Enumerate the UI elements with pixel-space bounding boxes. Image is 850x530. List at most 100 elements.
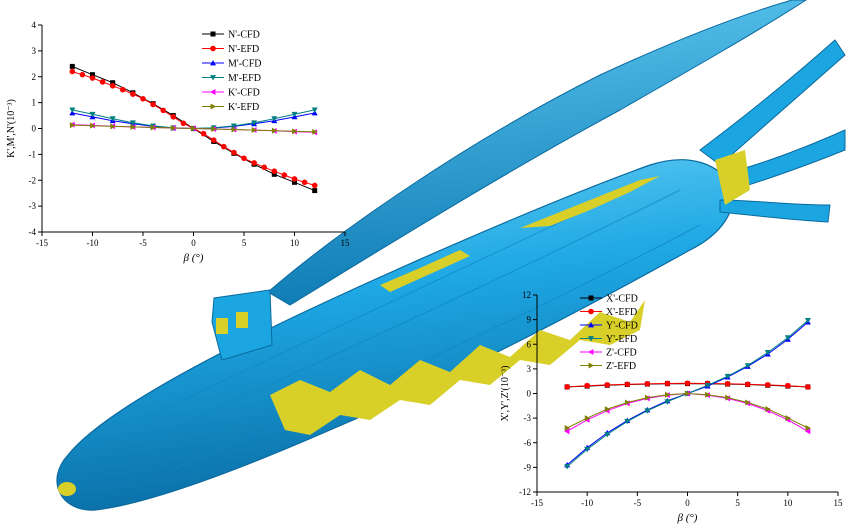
data-point (311, 107, 318, 113)
data-point (604, 382, 611, 388)
data-point (90, 122, 96, 129)
legend-marker (588, 362, 594, 369)
data-point (604, 406, 611, 413)
data-point (704, 382, 711, 389)
legend-marker (588, 295, 594, 301)
data-point (624, 381, 631, 388)
data-point (90, 72, 95, 78)
x-tick-label: 5 (735, 498, 740, 508)
data-point (271, 127, 278, 134)
data-point (292, 179, 297, 185)
x-tick-label: -5 (139, 238, 147, 248)
data-point (624, 419, 631, 425)
legend-label: N'-EFD (228, 44, 259, 55)
data-point (685, 390, 691, 397)
legend-label: X'-CFD (606, 294, 638, 305)
data-point (584, 415, 591, 422)
legend-marker (588, 336, 594, 342)
data-point (684, 380, 691, 387)
data-point (109, 116, 116, 122)
y-tick-label: 12 (522, 290, 531, 300)
data-point (765, 406, 771, 413)
legend-label: Y'-CFD (606, 321, 638, 332)
data-point (564, 384, 570, 390)
legend-label: Y'-EFD (606, 334, 637, 345)
legend-label: K'-EFD (228, 102, 259, 113)
data-point (564, 428, 570, 435)
data-point (99, 79, 106, 85)
legend-label: K'-CFD (228, 88, 260, 99)
data-point (150, 124, 157, 131)
legend-label: X'-EFD (606, 307, 637, 318)
data-point (231, 126, 237, 133)
data-point (744, 381, 751, 388)
data-point (724, 381, 731, 387)
data-point (281, 172, 288, 178)
legend-marker (210, 45, 216, 52)
x-tick-label: 10 (783, 498, 793, 508)
data-point (624, 399, 631, 406)
data-point (211, 126, 217, 133)
data-point (785, 382, 791, 389)
data-point (564, 424, 571, 431)
data-point (604, 432, 611, 438)
data-point (644, 381, 651, 387)
data-point (79, 71, 86, 78)
legend-marker (210, 89, 216, 95)
data-point (210, 137, 217, 143)
data-point (644, 408, 651, 414)
legend-label: Z'-EFD (606, 361, 636, 372)
data-point (170, 114, 177, 120)
data-point (291, 111, 298, 118)
legend-marker (210, 103, 216, 110)
y-axis-label: K',M',N'(10⁻³) (6, 99, 17, 158)
x-tick-label: 15 (341, 238, 351, 248)
data-point (644, 394, 651, 401)
data-point (130, 91, 136, 97)
y-tick-label: -1 (29, 149, 37, 159)
legend-marker (210, 75, 216, 81)
data-point (109, 83, 116, 89)
data-point (301, 179, 308, 186)
data-point (805, 384, 811, 390)
data-point (120, 86, 126, 93)
data-point (130, 123, 136, 130)
series-line (566, 392, 809, 432)
iso-surface-patches (58, 176, 660, 496)
data-point (312, 128, 318, 135)
y-tick-label: 6 (527, 339, 532, 349)
x-tick-label: -5 (634, 498, 642, 508)
x-tick-label: 0 (191, 238, 196, 248)
data-point (312, 188, 318, 194)
data-point (705, 391, 711, 398)
data-point (160, 107, 166, 114)
data-point (230, 123, 237, 129)
data-point (69, 68, 76, 75)
data-point (251, 120, 258, 126)
y-tick-label: -9 (524, 462, 532, 472)
legend-label: N'-CFD (228, 30, 260, 41)
x-tick-label: -15 (36, 238, 48, 248)
legend-marker (588, 308, 594, 315)
data-point (89, 111, 96, 118)
y-axis-label: X',Y',Z'(10⁻³) (500, 366, 511, 422)
data-point (724, 373, 731, 380)
y-tick-label: 4 (32, 20, 37, 30)
x-tick-label: 10 (290, 238, 300, 248)
data-point (804, 318, 811, 324)
data-point (221, 143, 227, 150)
vortex-tube (267, 0, 807, 306)
data-point (69, 122, 76, 129)
data-point (271, 171, 277, 177)
x-tick-label: 5 (242, 238, 247, 248)
data-point (129, 120, 136, 126)
legend-label: M'-EFD (228, 73, 261, 84)
x-tick-label: -10 (87, 238, 99, 248)
y-tick-label: 2 (32, 72, 37, 82)
legend-marker (210, 31, 216, 37)
data-point (261, 164, 268, 171)
data-point (69, 63, 75, 69)
data-point (784, 335, 791, 341)
y-tick-label: -4 (29, 227, 37, 237)
